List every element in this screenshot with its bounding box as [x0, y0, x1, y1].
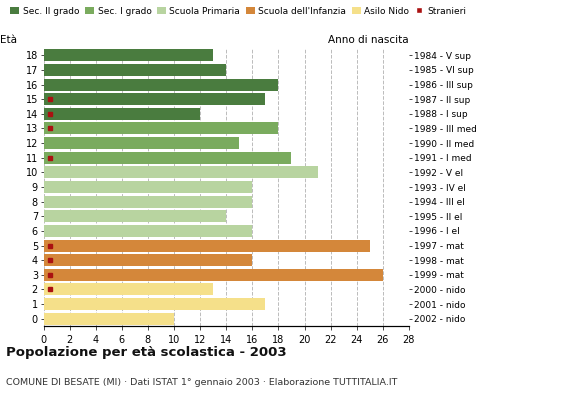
Legend: Sec. II grado, Sec. I grado, Scuola Primaria, Scuola dell'Infanzia, Asilo Nido, : Sec. II grado, Sec. I grado, Scuola Prim… [10, 6, 466, 16]
Bar [44, 137, 239, 149]
Bar [44, 166, 317, 178]
Bar [44, 152, 291, 164]
Text: Popolazione per età scolastica - 2003: Popolazione per età scolastica - 2003 [6, 346, 287, 359]
Text: COMUNE DI BESATE (MI) · Dati ISTAT 1° gennaio 2003 · Elaborazione TUTTITALIA.IT: COMUNE DI BESATE (MI) · Dati ISTAT 1° ge… [6, 378, 397, 387]
Bar [44, 240, 370, 252]
Bar [44, 298, 266, 310]
Bar [44, 313, 174, 325]
Bar [44, 108, 200, 120]
Bar [44, 181, 252, 193]
Bar [44, 254, 252, 266]
Bar [44, 210, 226, 222]
Bar [44, 64, 226, 76]
Text: Età: Età [0, 35, 17, 45]
Bar [44, 93, 266, 105]
Bar [44, 269, 383, 281]
Bar [44, 225, 252, 237]
Bar [44, 284, 213, 296]
Bar [44, 122, 278, 134]
Text: Anno di nascita: Anno di nascita [328, 35, 409, 45]
Bar [44, 196, 252, 208]
Bar [44, 78, 278, 90]
Bar [44, 49, 213, 61]
